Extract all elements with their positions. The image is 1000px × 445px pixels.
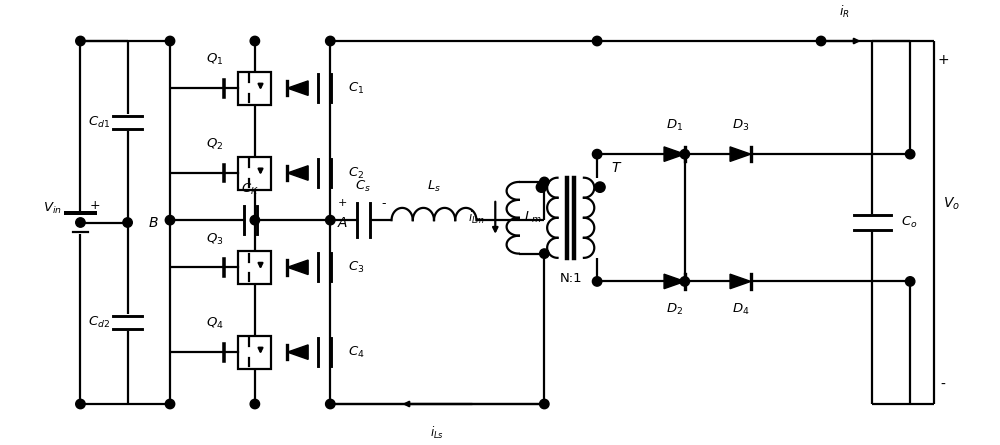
Circle shape <box>905 150 915 159</box>
Text: $C_o$: $C_o$ <box>901 215 917 230</box>
Text: +: + <box>338 198 347 208</box>
Text: B: B <box>148 216 158 230</box>
Circle shape <box>76 399 85 409</box>
Text: $D_2$: $D_2$ <box>666 302 683 317</box>
Text: $i_{Ls}$: $i_{Ls}$ <box>430 425 444 441</box>
Circle shape <box>592 36 602 46</box>
Circle shape <box>165 399 175 409</box>
Text: $D_1$: $D_1$ <box>666 118 683 134</box>
Circle shape <box>905 277 915 286</box>
Circle shape <box>536 182 547 192</box>
Circle shape <box>540 177 549 186</box>
Circle shape <box>592 150 602 159</box>
Text: $C_K$: $C_K$ <box>241 182 259 197</box>
Bar <box>238 72 271 105</box>
Circle shape <box>540 249 549 259</box>
Circle shape <box>250 215 260 225</box>
Circle shape <box>165 215 175 225</box>
Text: $C_1$: $C_1$ <box>348 81 364 96</box>
Polygon shape <box>287 166 308 180</box>
Circle shape <box>123 218 132 227</box>
Circle shape <box>326 399 335 409</box>
Bar <box>238 251 271 284</box>
Text: $V_{in}$: $V_{in}$ <box>43 201 62 216</box>
Bar <box>238 336 271 368</box>
Polygon shape <box>664 274 685 289</box>
Circle shape <box>680 150 690 159</box>
Circle shape <box>592 277 602 286</box>
Text: $Q_4$: $Q_4$ <box>206 316 224 332</box>
Circle shape <box>595 182 605 192</box>
Text: $C_2$: $C_2$ <box>348 166 364 181</box>
Text: -: - <box>382 197 386 210</box>
Text: $Q_3$: $Q_3$ <box>206 231 224 247</box>
Text: $V_o$: $V_o$ <box>943 195 960 212</box>
Text: $L_m$: $L_m$ <box>524 210 541 225</box>
Text: +: + <box>89 199 100 212</box>
Text: $C_s$: $C_s$ <box>355 178 371 194</box>
Polygon shape <box>730 147 751 162</box>
Text: -: - <box>941 378 946 392</box>
Text: $D_4$: $D_4$ <box>732 302 749 317</box>
Text: T: T <box>611 161 620 175</box>
Polygon shape <box>287 260 308 275</box>
Circle shape <box>76 218 85 227</box>
Circle shape <box>76 36 85 46</box>
Text: $C_3$: $C_3$ <box>348 260 364 275</box>
Text: +: + <box>937 53 949 67</box>
Circle shape <box>816 36 826 46</box>
Circle shape <box>326 36 335 46</box>
Text: $C_{d1}$: $C_{d1}$ <box>88 115 110 130</box>
Text: $C_4$: $C_4$ <box>348 344 364 360</box>
Text: N:1: N:1 <box>559 272 582 285</box>
Text: $i_{Lm}$: $i_{Lm}$ <box>468 210 485 226</box>
Bar <box>238 157 271 190</box>
Text: A: A <box>338 216 347 230</box>
Text: $i_R$: $i_R$ <box>839 4 850 20</box>
Polygon shape <box>287 81 308 95</box>
Circle shape <box>250 36 260 46</box>
Text: $C_{d2}$: $C_{d2}$ <box>88 315 110 330</box>
Circle shape <box>165 36 175 46</box>
Polygon shape <box>664 147 685 162</box>
Text: $D_3$: $D_3$ <box>732 118 749 134</box>
Circle shape <box>326 215 335 225</box>
Polygon shape <box>730 274 751 289</box>
Polygon shape <box>287 345 308 360</box>
Text: $Q_2$: $Q_2$ <box>206 137 223 152</box>
Circle shape <box>540 399 549 409</box>
Text: $Q_1$: $Q_1$ <box>206 53 224 67</box>
Circle shape <box>680 277 690 286</box>
Text: $L_s$: $L_s$ <box>427 178 441 194</box>
Circle shape <box>250 399 260 409</box>
